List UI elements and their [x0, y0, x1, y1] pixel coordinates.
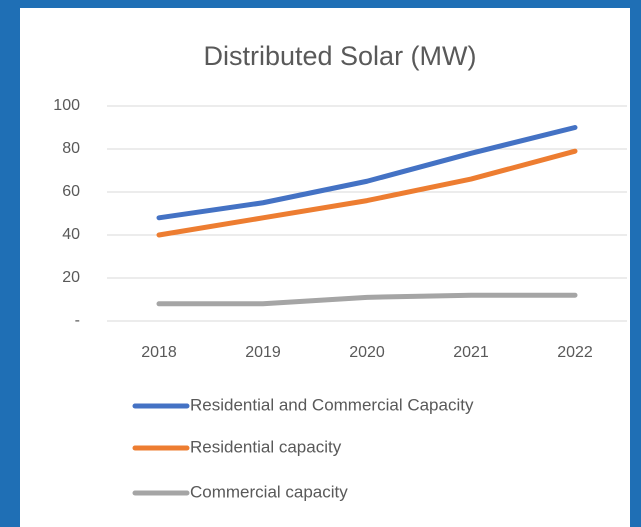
legend-label: Commercial capacity [190, 482, 348, 501]
y-tick-label: 20 [62, 269, 80, 286]
legend-label: Residential and Commercial Capacity [190, 395, 474, 414]
y-tick-label: 60 [62, 183, 80, 200]
chart-panel [20, 8, 630, 527]
chart-title: Distributed Solar (MW) [203, 41, 476, 71]
x-tick-label: 2020 [349, 344, 385, 361]
series-line [156, 292, 578, 307]
x-tick-label: 2019 [245, 344, 281, 361]
series-line [156, 125, 578, 221]
series-line [156, 148, 578, 238]
x-tick-label: 2021 [453, 344, 489, 361]
x-tick-label: 2022 [557, 344, 593, 361]
y-tick-label: 80 [62, 140, 80, 157]
legend-label: Residential capacity [190, 437, 342, 456]
y-tick-label: 40 [62, 226, 80, 243]
y-tick-label: 100 [53, 97, 80, 114]
x-tick-label: 2018 [141, 344, 177, 361]
y-tick-label: - [75, 312, 80, 329]
